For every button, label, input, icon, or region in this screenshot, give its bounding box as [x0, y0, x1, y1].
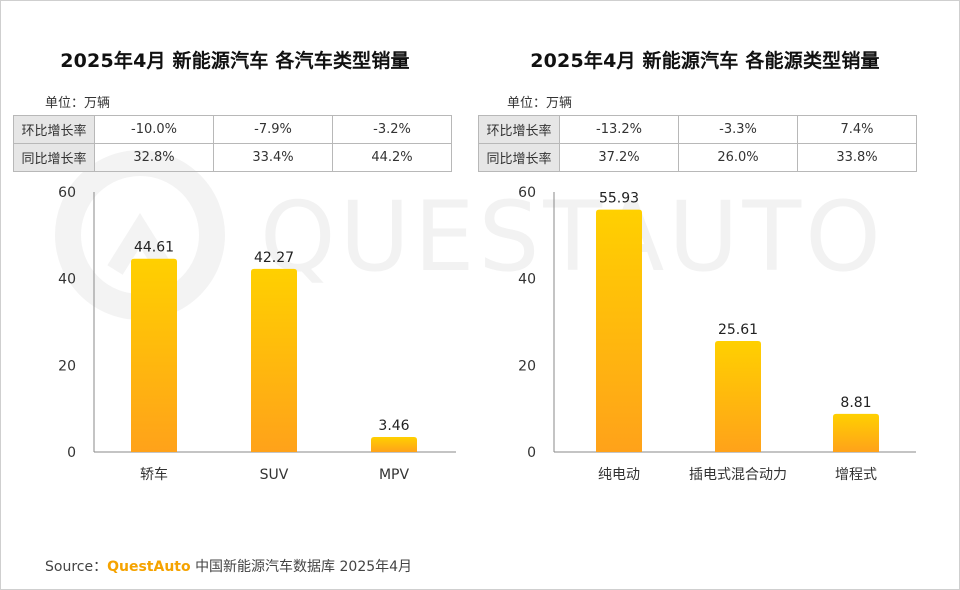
- y-tick-label: 20: [58, 358, 76, 374]
- source-note: Source：QuestAuto 中国新能源汽车数据库 2025年4月: [45, 556, 412, 576]
- bar-chart-energy-type: 0 20 40 60 55.93 纯电动 25.61 插电式混合动力 8.81 增程式: [518, 185, 916, 483]
- x-category-label: MPV: [379, 467, 410, 483]
- y-tick-label: 40: [58, 272, 76, 288]
- bar-value-label: 42.27: [254, 250, 294, 266]
- y-tick-label: 0: [527, 445, 536, 461]
- bar: [833, 413, 879, 452]
- table-row: 环比增长率 -13.2% -3.3% 7.4%: [478, 115, 917, 144]
- table-cell: 7.4%: [797, 115, 917, 144]
- x-category-label: 插电式混合动力: [689, 467, 787, 483]
- bar: [251, 268, 297, 452]
- table-row: 同比增长率 37.2% 26.0% 33.8%: [478, 143, 917, 172]
- table-row: 同比增长率 32.8% 33.4% 44.2%: [13, 143, 452, 172]
- source-text: 中国新能源汽车数据库 2025年4月: [195, 559, 413, 575]
- growth-table: 环比增长率 -10.0% -7.9% -3.2% 同比增长率 32.8% 33.…: [13, 115, 452, 172]
- row-label: 同比增长率: [13, 143, 95, 172]
- y-tick-label: 60: [58, 185, 76, 201]
- row-label: 环比增长率: [13, 115, 95, 144]
- x-category-label: 增程式: [835, 467, 877, 483]
- source-prefix: Source：: [45, 559, 108, 575]
- row-label: 同比增长率: [478, 143, 560, 172]
- table-cell: 33.8%: [797, 143, 917, 172]
- row-label: 环比增长率: [478, 115, 560, 144]
- table-row: 环比增长率 -10.0% -7.9% -3.2%: [13, 115, 452, 144]
- brand-name: QuestAuto: [107, 559, 191, 575]
- bar: [715, 341, 761, 452]
- bar-chart-vehicle-type: 0 20 40 60 44.61 轿车 42.27 SUV 3.46 MPV: [58, 185, 456, 483]
- table-cell: 32.8%: [94, 143, 214, 172]
- x-category-label: SUV: [260, 467, 289, 483]
- x-category-label: 轿车: [140, 466, 168, 483]
- chart-title: 2025年4月 新能源汽车 各汽车类型销量: [60, 50, 410, 72]
- table-cell: 44.2%: [332, 143, 452, 172]
- y-tick-label: 0: [67, 445, 76, 461]
- table-cell: 37.2%: [559, 143, 679, 172]
- growth-table: 环比增长率 -13.2% -3.3% 7.4% 同比增长率 37.2% 26.0…: [478, 115, 917, 172]
- bar: [371, 437, 417, 452]
- unit-label: 单位：万辆: [507, 96, 573, 111]
- unit-label: 单位：万辆: [45, 96, 111, 111]
- bar-value-label: 8.81: [840, 395, 871, 411]
- bar-value-label: 44.61: [134, 240, 174, 256]
- bar: [596, 209, 642, 452]
- y-tick-label: 20: [518, 358, 536, 374]
- table-cell: 33.4%: [213, 143, 333, 172]
- table-cell: -7.9%: [213, 115, 333, 144]
- y-tick-label: 40: [518, 272, 536, 288]
- bar-value-label: 25.61: [718, 322, 758, 338]
- table-cell: 26.0%: [678, 143, 798, 172]
- bar-value-label: 55.93: [599, 191, 639, 207]
- table-cell: -3.2%: [332, 115, 452, 144]
- x-category-label: 纯电动: [598, 467, 640, 483]
- table-cell: -13.2%: [559, 115, 679, 144]
- chart-title: 2025年4月 新能源汽车 各能源类型销量: [530, 50, 880, 72]
- panel-energy-type: 2025年4月 新能源汽车 各能源类型销量 单位：万辆 环比增长率 -13.2%…: [470, 0, 940, 500]
- table-cell: -10.0%: [94, 115, 214, 144]
- y-tick-label: 60: [518, 185, 536, 201]
- panel-vehicle-type: 2025年4月 新能源汽车 各汽车类型销量 单位：万辆 环比增长率 -10.0%…: [0, 0, 470, 500]
- bar-value-label: 3.46: [378, 418, 409, 434]
- table-cell: -3.3%: [678, 115, 798, 144]
- bar: [131, 258, 177, 452]
